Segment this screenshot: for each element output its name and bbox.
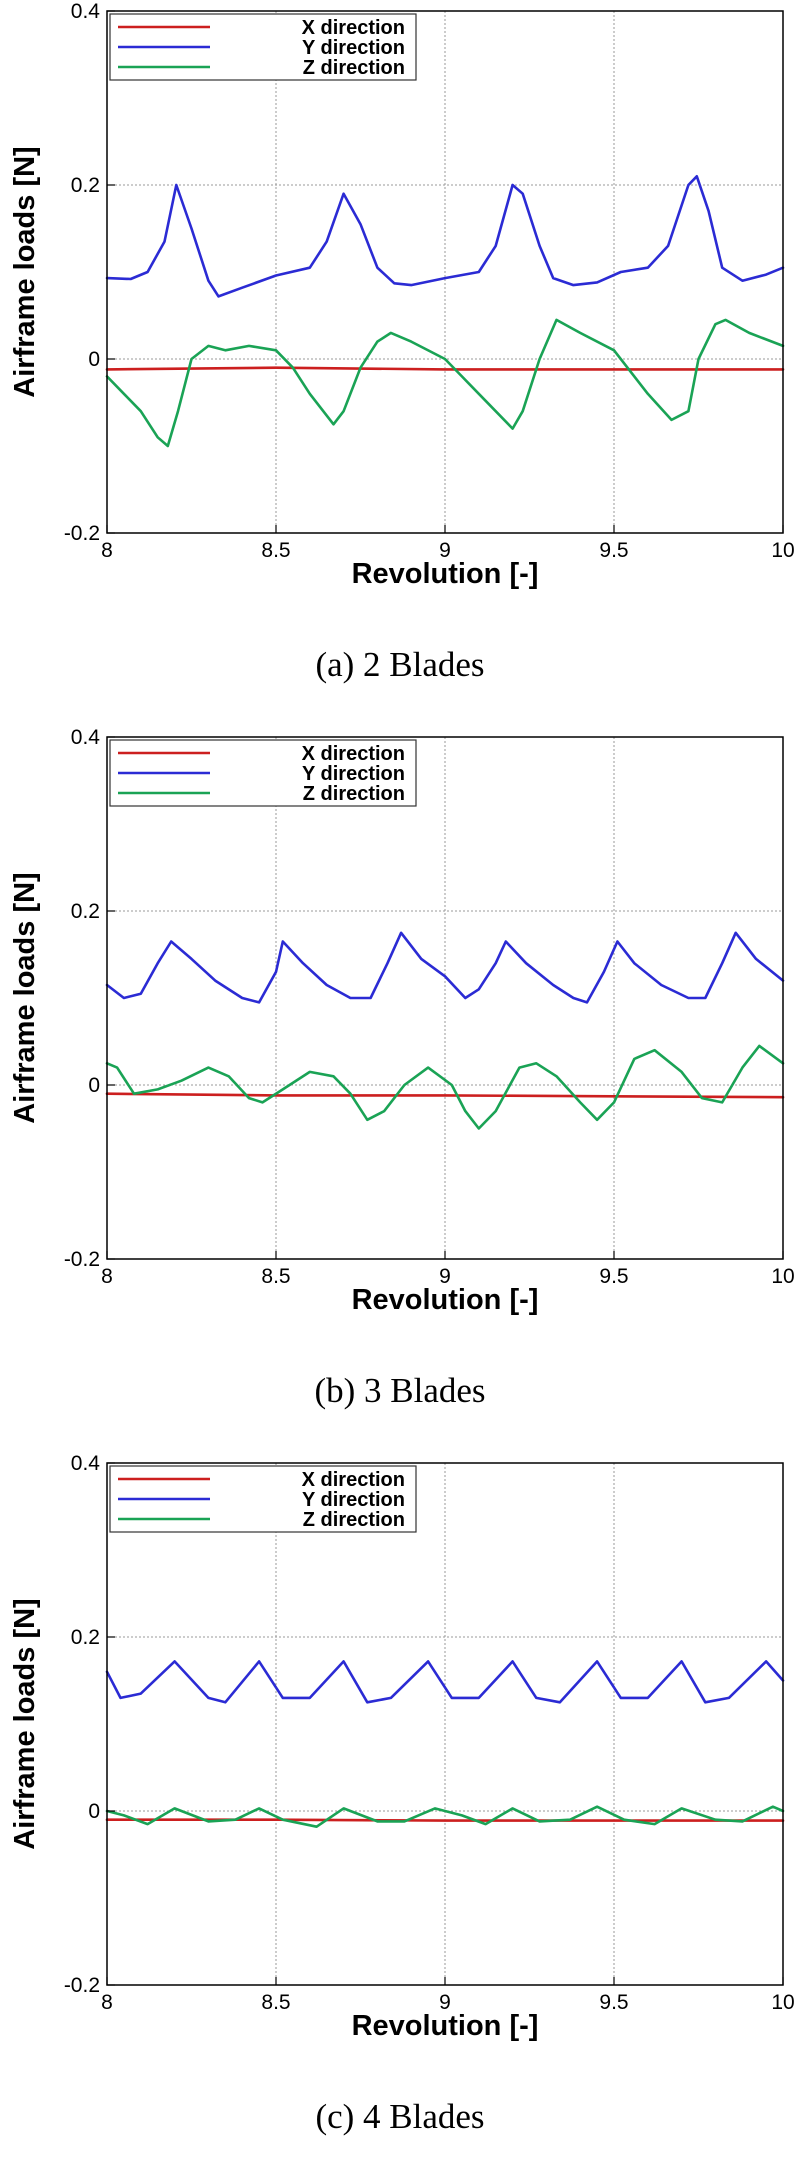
chart-svg: 8 8.5 9 9.5 10 -0.2 0 0.2 0.4 Revolution [-] Airfr…	[9, 726, 795, 1410]
x-axis-title: Revolution [-]	[352, 1284, 539, 1316]
series-line-z-direction	[105, 318, 785, 448]
x-tick-label: 9.5	[599, 1265, 628, 1288]
y-tick-label: 0.2	[71, 900, 100, 923]
y-axis-title: Airframe loads [N]	[9, 872, 41, 1123]
x-tick-label: 9.5	[599, 539, 628, 562]
y-axis-title: Airframe loads [N]	[9, 1598, 41, 1849]
legend-label: Y direction	[302, 763, 405, 785]
legend-label: Z direction	[303, 783, 405, 805]
y-tick-label: 0	[88, 1800, 100, 1823]
x-tick-label: 8	[101, 1265, 113, 1288]
chart-panel-2-blades: 8 8.5 9 9.5 10 -0.2 0 0.2 0.4 Revolution [-] Airfr…	[0, 0, 800, 726]
x-tick-label: 9.5	[599, 1991, 628, 2014]
series-line-z-direction	[105, 1044, 785, 1130]
x-tick-label: 8	[101, 1991, 113, 2014]
x-tick-label: 8.5	[261, 1991, 290, 2014]
x-tick-label: 9	[439, 1991, 451, 2014]
y-tick-label: -0.2	[64, 522, 100, 545]
x-tick-label: 10	[771, 1991, 794, 2014]
chart-svg: 8 8.5 9 9.5 10 -0.2 0 0.2 0.4 Revolution [-] Airfr…	[9, 0, 795, 684]
y-axis-title: Airframe loads [N]	[9, 146, 41, 397]
series-line-x-direction	[105, 1092, 785, 1099]
series-line-z-direction	[105, 1805, 785, 1829]
series-line-x-direction	[105, 366, 785, 371]
legend-label: X direction	[302, 743, 405, 765]
x-axis-title: Revolution [-]	[352, 2010, 539, 2042]
y-tick-label: 0	[88, 348, 100, 371]
legend-label: X direction	[302, 17, 405, 39]
chart-panel-4-blades: 8 8.5 9 9.5 10 -0.2 0 0.2 0.4 Revolution [-] Airfr…	[0, 1452, 800, 2178]
y-tick-label: 0.4	[71, 1452, 101, 1475]
y-tick-label: 0.2	[71, 174, 100, 197]
figure-caption: (c) 4 Blades	[315, 2097, 484, 2136]
x-tick-label: 9	[439, 539, 451, 562]
x-tick-label: 8.5	[261, 1265, 290, 1288]
chart-svg: 8 8.5 9 9.5 10 -0.2 0 0.2 0.4 Revolution [-] Airfr…	[9, 1452, 795, 2136]
y-tick-label: 0.4	[71, 0, 101, 23]
legend-label: Z direction	[303, 1509, 405, 1531]
x-tick-label: 10	[771, 539, 794, 562]
figure-caption: (a) 2 Blades	[315, 645, 484, 684]
series-line-y-direction	[105, 175, 785, 298]
legend-label: X direction	[302, 1469, 405, 1491]
y-tick-label: 0	[88, 1074, 100, 1097]
x-tick-label: 8	[101, 539, 113, 562]
series-line-y-direction	[105, 1660, 785, 1704]
x-axis-title: Revolution [-]	[352, 558, 539, 590]
x-tick-label: 10	[771, 1265, 794, 1288]
figure-caption: (b) 3 Blades	[314, 1371, 485, 1410]
y-tick-label: -0.2	[64, 1974, 100, 1997]
y-tick-label: 0.4	[71, 726, 101, 749]
series-line-y-direction	[105, 931, 785, 1004]
legend-label: Y direction	[302, 37, 405, 59]
legend-label: Z direction	[303, 57, 405, 79]
legend-label: Y direction	[302, 1489, 405, 1511]
chart-panel-3-blades: 8 8.5 9 9.5 10 -0.2 0 0.2 0.4 Revolution [-] Airfr…	[0, 726, 800, 1452]
x-tick-label: 8.5	[261, 539, 290, 562]
y-tick-label: -0.2	[64, 1248, 100, 1271]
x-tick-label: 9	[439, 1265, 451, 1288]
y-tick-label: 0.2	[71, 1626, 100, 1649]
